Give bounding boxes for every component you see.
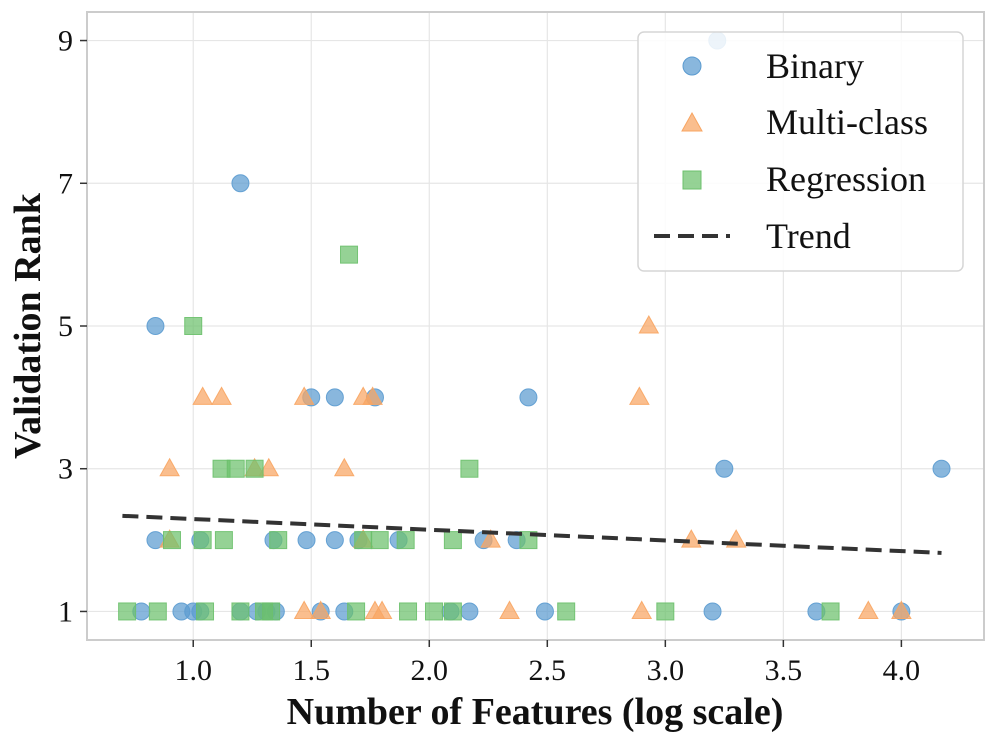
regression-point: [354, 531, 373, 550]
multi-class-point: [629, 386, 650, 405]
regression-point: [193, 531, 212, 550]
multi-class-point: [638, 314, 660, 334]
legend-box: [637, 31, 964, 272]
legend-binary-label: Binary: [766, 46, 864, 86]
legend-multiclass-label: Multi-class: [766, 102, 928, 142]
multi-class-point: [631, 600, 653, 619]
multi-class-point: [211, 386, 232, 405]
y-tick-label: 5: [58, 310, 73, 343]
binary-point: [715, 459, 734, 478]
y-tick-label: 7: [58, 167, 73, 200]
regression-point: [269, 531, 288, 550]
regression-point: [557, 602, 576, 621]
regression-point: [226, 459, 245, 478]
legend-trend-label: Trend: [766, 216, 851, 256]
multi-class-point: [499, 600, 520, 619]
regression-point: [262, 602, 281, 621]
binary-point: [519, 388, 538, 407]
multi-class-point: [192, 386, 214, 405]
regression-point: [184, 317, 203, 335]
regression-point: [370, 531, 389, 550]
axis-ticks: 1.0 1.5 2.0 2.5 3.0 3.5 4.0 1 3 5 7 9: [58, 25, 920, 687]
regression-point: [245, 459, 264, 478]
regression-point: [231, 602, 250, 621]
regression-point: [443, 531, 462, 550]
regression-point: [118, 602, 137, 621]
binary-point: [146, 317, 165, 335]
data-markers: [118, 31, 951, 621]
binary-point: [932, 459, 951, 478]
multi-class-point: [293, 386, 315, 405]
x-tick-label: 1.5: [293, 654, 331, 687]
x-tick-label: 3.0: [647, 654, 685, 687]
legend-binary-marker: [682, 56, 702, 76]
regression-point: [214, 531, 233, 550]
multi-class-point: [857, 600, 879, 619]
legend: Binary Multi-class Regression Trend: [637, 31, 964, 272]
regression-point: [162, 531, 181, 550]
multi-class-point: [310, 600, 332, 619]
legend-multiclass-marker: [681, 111, 703, 132]
binary-point: [703, 602, 722, 621]
multi-class-point: [371, 600, 393, 619]
binary-point: [231, 174, 250, 193]
regression-point: [424, 602, 443, 621]
y-axis-title: Validation Rank: [7, 192, 49, 459]
multi-class-point: [480, 529, 502, 548]
trend-line: [122, 513, 942, 555]
multi-class-point: [891, 600, 912, 619]
y-tick-label: 1: [58, 595, 73, 628]
regression-point: [443, 602, 462, 621]
legend-regression-label: Regression: [766, 159, 926, 199]
multi-class-point: [258, 457, 280, 477]
x-tick-label: 3.5: [765, 654, 803, 687]
multi-class-point: [159, 457, 180, 477]
regression-point: [340, 245, 359, 264]
x-tick-label: 2.5: [529, 654, 567, 687]
y-tick-label: 9: [58, 25, 73, 58]
multi-class-point: [333, 457, 355, 477]
regression-point: [196, 602, 215, 621]
binary-point: [297, 531, 316, 550]
regression-point: [821, 602, 840, 621]
binary-point: [535, 602, 554, 621]
regression-point: [656, 602, 675, 621]
legend-regression-marker: [682, 170, 702, 190]
multi-class-point: [362, 386, 383, 405]
regression-point: [399, 602, 418, 621]
binary-point: [460, 602, 479, 621]
trend-layer: [122, 513, 942, 555]
regression-point: [148, 602, 167, 621]
x-tick-label: 1.0: [174, 654, 212, 687]
binary-point: [325, 388, 344, 407]
y-tick-label: 3: [58, 453, 73, 486]
regression-point: [460, 459, 479, 478]
regression-point: [347, 602, 366, 621]
binary-point: [325, 531, 344, 550]
multi-class-point: [293, 600, 315, 619]
x-tick-label: 4.0: [883, 654, 921, 687]
regression-point: [396, 531, 415, 550]
x-tick-label: 2.0: [411, 654, 449, 687]
x-axis-title: Number of Features (log scale): [287, 691, 784, 733]
